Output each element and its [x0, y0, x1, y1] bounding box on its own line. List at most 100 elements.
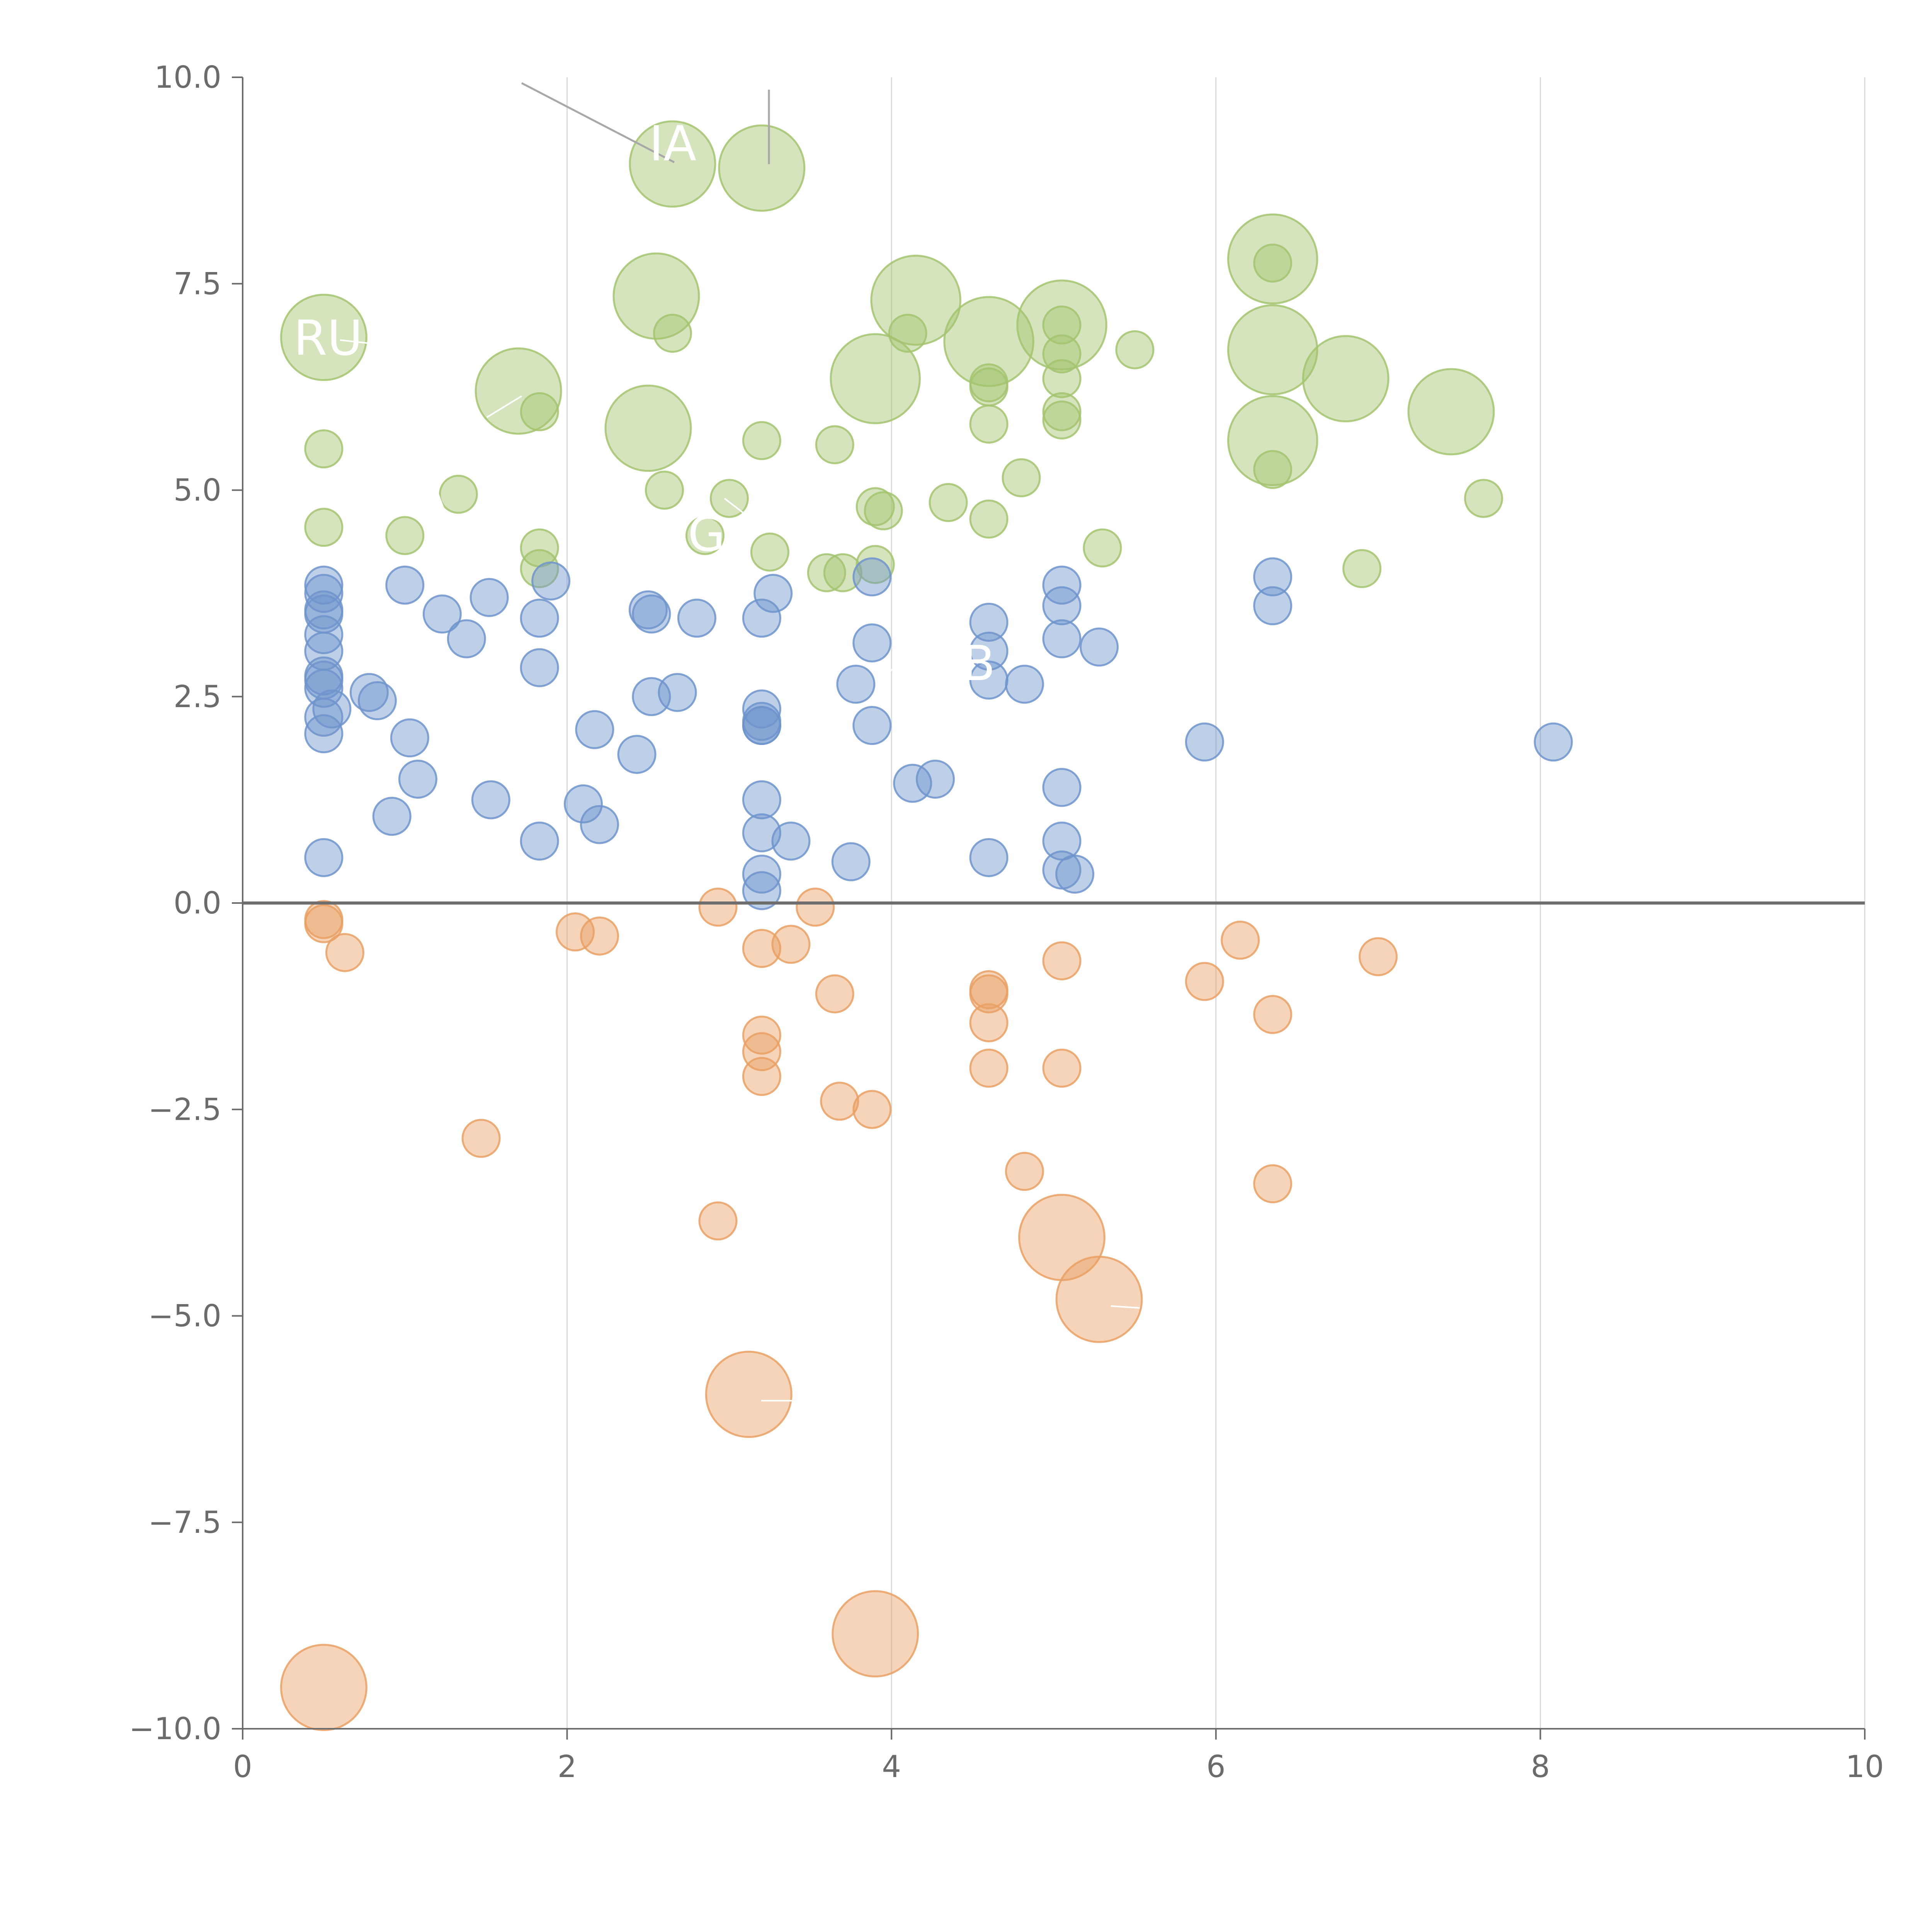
- leader-line-a: [486, 395, 522, 418]
- point-green-11: [474, 347, 562, 435]
- point-blue-20: [447, 619, 486, 658]
- y-tick-label-7: 7.5: [173, 267, 221, 301]
- point-green-30: [969, 405, 1009, 444]
- point-green-27: [304, 429, 344, 469]
- x-tick-label-1: 2: [558, 1750, 577, 1784]
- leader-line-e: [1111, 1305, 1140, 1309]
- x-tick-label-2: 4: [882, 1750, 901, 1784]
- point-orange-14: [852, 1090, 892, 1129]
- point-orange-25: [1253, 1164, 1293, 1204]
- y-tick-label-4: 0.0: [173, 886, 221, 921]
- point-blue-30: [617, 735, 656, 774]
- point-green-36: [439, 474, 478, 514]
- point-blue-54: [969, 602, 1009, 642]
- point-green-43: [969, 499, 1009, 539]
- point-blue-55: [969, 631, 1009, 671]
- point-blue-29: [580, 805, 619, 844]
- leader-line-ia: [521, 82, 675, 163]
- point-orange-17: [969, 1003, 1009, 1043]
- point-label-b: B: [962, 636, 995, 692]
- point-green-47: [1083, 528, 1122, 568]
- point-blue-32: [632, 594, 671, 634]
- point-orange-19: [1042, 941, 1082, 981]
- point-green-1: [718, 124, 806, 212]
- point-orange-22: [1185, 962, 1224, 1001]
- point-green-31: [1002, 458, 1041, 497]
- point-blue-21: [469, 578, 509, 617]
- point-blue-25: [520, 648, 559, 687]
- point-blue-23: [520, 599, 559, 638]
- point-blue-38: [742, 689, 781, 729]
- point-blue-15: [390, 718, 429, 758]
- label-leader-lines: [340, 82, 1140, 1401]
- point-green-7: [1016, 279, 1107, 371]
- point-green-24: [1042, 305, 1082, 345]
- point-blue-22: [471, 780, 510, 820]
- y-tick-label-6: 5.0: [173, 473, 221, 508]
- y-tick-label-2: −5.0: [148, 1299, 221, 1334]
- point-green-22: [1042, 392, 1082, 431]
- point-blue-45: [742, 854, 781, 894]
- point-blue-47: [831, 842, 871, 881]
- point-blue-63: [1042, 768, 1082, 807]
- point-orange-23: [1221, 920, 1260, 960]
- point-blue-43: [742, 813, 781, 852]
- leader-line-b: [888, 652, 913, 673]
- point-orange-20: [1042, 1048, 1082, 1088]
- point-blue-28: [575, 710, 614, 749]
- point-green-6: [943, 296, 1034, 387]
- leader-line-ru: [340, 339, 410, 349]
- point-green-42: [929, 483, 968, 522]
- point-blue-42: [742, 780, 781, 820]
- point-orange-27: [461, 1119, 501, 1158]
- point-orange-30: [1055, 1255, 1143, 1343]
- point-label-ia: IA: [649, 116, 696, 172]
- point-blue-70: [1534, 722, 1573, 762]
- point-blue-26: [520, 821, 559, 861]
- point-blue-1: [304, 574, 344, 613]
- point-blue-51: [852, 706, 892, 745]
- y-tick-label-3: −2.5: [148, 1092, 221, 1127]
- point-orange-28: [698, 1201, 738, 1241]
- leader-line-g: [724, 498, 750, 519]
- y-tick-label-5: 2.5: [173, 680, 221, 714]
- point-green-19: [969, 367, 1009, 406]
- point-orange-6: [742, 929, 781, 968]
- point-blue-8: [304, 668, 344, 708]
- point-blue-17: [372, 797, 412, 836]
- point-blue-36: [742, 599, 781, 638]
- data-points: [280, 120, 1573, 1731]
- point-green-29: [815, 425, 854, 464]
- point-orange-8: [796, 888, 835, 927]
- point-blue-67: [1185, 722, 1224, 762]
- x-tick-label-0: 0: [233, 1750, 252, 1784]
- point-green-9: [1302, 335, 1389, 422]
- point-green-35: [709, 479, 749, 518]
- point-green-8: [1227, 304, 1318, 395]
- point-green-37: [304, 508, 344, 547]
- y-tick-label-1: −7.5: [148, 1505, 221, 1540]
- point-green-48: [807, 553, 846, 592]
- point-blue-14: [385, 565, 425, 605]
- point-blue-68: [1253, 557, 1293, 597]
- point-orange-32: [832, 1590, 919, 1678]
- point-orange-21: [1005, 1152, 1044, 1191]
- point-blue-34: [658, 673, 697, 712]
- point-blue-53: [916, 759, 955, 799]
- point-blue-66: [1055, 854, 1095, 894]
- point-orange-2: [325, 933, 364, 972]
- point-green-45: [520, 549, 559, 588]
- point-blue-13: [357, 681, 397, 720]
- point-orange-5: [698, 888, 738, 927]
- point-green-12: [1407, 368, 1495, 456]
- point-blue-62: [1080, 628, 1119, 667]
- point-green-28: [742, 421, 781, 460]
- y-tick-label-8: 10.0: [154, 60, 221, 95]
- point-blue-4: [304, 615, 344, 654]
- point-green-25: [1253, 243, 1293, 283]
- point-green-50: [855, 545, 895, 584]
- point-orange-7: [771, 925, 811, 964]
- point-orange-26: [1359, 937, 1398, 976]
- point-green-14: [1227, 395, 1318, 486]
